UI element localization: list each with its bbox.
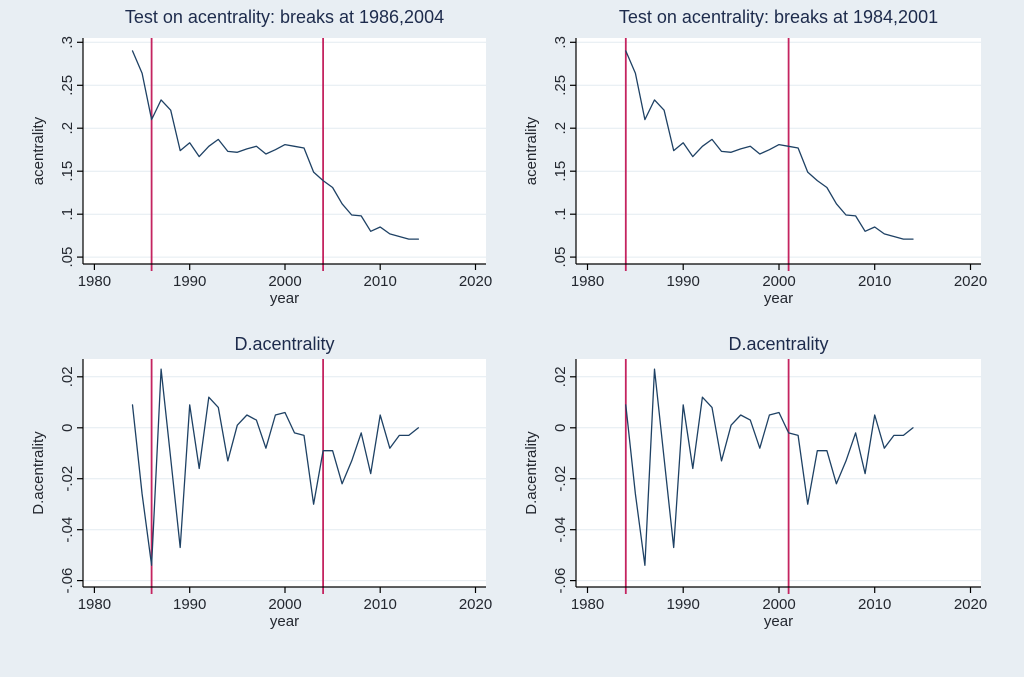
svg-text:0: 0 (552, 424, 569, 432)
panel-diff-acentrality-breaks-1986-2004: D.acentrality 1980 1990 2000 2010 2020 .02 0 -.… (0, 330, 512, 677)
chart-title: D.acentrality (234, 334, 335, 354)
line-plot-diff-acentrality-breaks-1986-2004: 1980 1990 2000 2010 2020 .02 0 -.02 -.04 -.06 year… (30, 359, 492, 630)
svg-text:.15: .15 (552, 161, 569, 182)
svg-text:2000: 2000 (268, 596, 301, 613)
panel-diff-acentrality-breaks-1984-2001: D.acentrality 1980 1990 2000 2010 2020 .02 0 -.… (512, 330, 1024, 677)
svg-text:1990: 1990 (667, 596, 700, 613)
svg-text:.25: .25 (59, 75, 76, 96)
svg-text:-.04: -.04 (552, 517, 569, 543)
svg-text:2010: 2010 (364, 273, 397, 290)
svg-text:1990: 1990 (173, 273, 206, 290)
svg-text:.3: .3 (552, 36, 569, 49)
svg-text:acentrality: acentrality (523, 116, 540, 185)
svg-text:.05: .05 (59, 247, 76, 268)
svg-text:2020: 2020 (954, 273, 987, 290)
svg-text:-.02: -.02 (552, 466, 569, 492)
chart-title: Test on acentrality: breaks at 1984,2001 (618, 7, 939, 27)
svg-text:1980: 1980 (78, 273, 111, 290)
svg-text:1980: 1980 (571, 273, 604, 290)
svg-text:2020: 2020 (459, 273, 492, 290)
svg-text:2010: 2010 (858, 273, 891, 290)
svg-text:2000: 2000 (268, 273, 301, 290)
svg-text:.15: .15 (59, 161, 76, 182)
chart-title: Test on acentrality: breaks at 1986,2004 (124, 7, 445, 27)
line-plot-acentrality-breaks-1986-2004: 1980 1990 2000 2010 2020 .05 .1 .15 .2 .25 .3 year a… (30, 36, 492, 307)
svg-text:1980: 1980 (78, 596, 111, 613)
svg-text:year: year (270, 613, 299, 630)
svg-text:2000: 2000 (762, 273, 795, 290)
svg-text:.2: .2 (59, 122, 76, 135)
svg-text:D.acentrality: D.acentrality (523, 431, 540, 515)
svg-text:-.04: -.04 (59, 517, 76, 543)
svg-text:2020: 2020 (459, 596, 492, 613)
svg-text:.02: .02 (552, 366, 569, 387)
svg-text:.2: .2 (552, 122, 569, 135)
svg-text:.02: .02 (59, 366, 76, 387)
line-plot-acentrality-breaks-1984-2001: 1980 1990 2000 2010 2020 .05 .1 .15 .2 .25 .3 year a… (523, 36, 987, 307)
panel-acentrality-breaks-1986-2004: Test on acentrality: breaks at 1986,2004… (0, 0, 512, 330)
svg-text:.05: .05 (552, 247, 569, 268)
svg-text:1980: 1980 (571, 596, 604, 613)
svg-text:2010: 2010 (858, 596, 891, 613)
svg-text:year: year (764, 613, 793, 630)
svg-text:0: 0 (59, 424, 76, 432)
svg-text:.25: .25 (552, 75, 569, 96)
svg-text:D.acentrality: D.acentrality (30, 431, 47, 515)
svg-text:.1: .1 (552, 208, 569, 221)
svg-text:1990: 1990 (173, 596, 206, 613)
svg-text:-.06: -.06 (59, 568, 76, 594)
svg-text:2010: 2010 (364, 596, 397, 613)
svg-text:2020: 2020 (954, 596, 987, 613)
svg-text:2000: 2000 (762, 596, 795, 613)
svg-text:year: year (764, 290, 793, 307)
svg-text:-.06: -.06 (552, 568, 569, 594)
svg-text:year: year (270, 290, 299, 307)
svg-text:1990: 1990 (667, 273, 700, 290)
line-plot-diff-acentrality-breaks-1984-2001: 1980 1990 2000 2010 2020 .02 0 -.02 -.04 -.06 year… (523, 359, 987, 630)
svg-text:acentrality: acentrality (30, 116, 47, 185)
panel-acentrality-breaks-1984-2001: Test on acentrality: breaks at 1984,2001… (512, 0, 1024, 330)
svg-text:.1: .1 (59, 208, 76, 221)
svg-text:-.02: -.02 (59, 466, 76, 492)
chart-title: D.acentrality (728, 334, 829, 354)
svg-text:.3: .3 (59, 36, 76, 49)
